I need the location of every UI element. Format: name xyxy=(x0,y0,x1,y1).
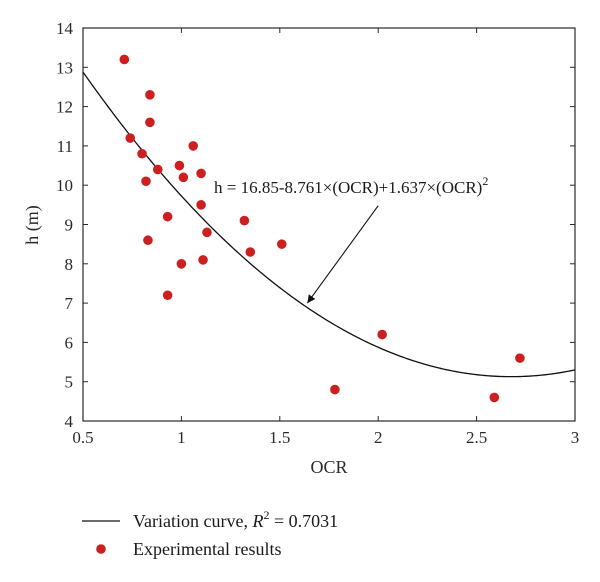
legend-marker-swatch xyxy=(96,544,106,554)
legend-experimental-results-label: Experimental results xyxy=(133,539,281,559)
scatter-point xyxy=(196,200,206,210)
x-tick-label: 1.5 xyxy=(269,428,290,447)
y-tick-label: 13 xyxy=(56,58,73,77)
variation-curve-line xyxy=(82,71,576,378)
scatter-point xyxy=(178,172,189,183)
scatter-point xyxy=(162,290,173,301)
scatter-point xyxy=(152,164,163,175)
scatter-point xyxy=(196,168,206,179)
scatter-point xyxy=(176,259,187,269)
equation-main: h = 16.85-8.761×(OCR)+1.637×(OCR) xyxy=(214,178,482,197)
scatter-point xyxy=(119,54,130,65)
legend: Variation curve, R2 = 0.7031 Experimenta… xyxy=(82,508,338,559)
scatter-point xyxy=(162,211,173,222)
y-axis-ticks: 4 5 6 7 8 9 10 11 12 13 14 xyxy=(56,19,575,431)
scatter-point xyxy=(145,117,155,128)
x-tick-label: 0.5 xyxy=(72,428,93,447)
plot-frame xyxy=(82,27,576,422)
x-tick-label: 2.5 xyxy=(466,428,487,447)
scatter-point xyxy=(245,247,256,257)
scatter-point xyxy=(515,353,525,363)
y-tick-label: 6 xyxy=(65,333,74,352)
x-tick-label: 3 xyxy=(571,428,580,447)
y-axis-label: h (m) xyxy=(22,205,43,245)
scatter-point xyxy=(174,160,185,171)
scatter-point xyxy=(188,141,199,151)
y-tick-label: 11 xyxy=(57,137,73,156)
scatter-point xyxy=(239,215,250,226)
scatter-point xyxy=(489,392,500,403)
x-axis-label: OCR xyxy=(310,457,347,477)
y-tick-label: 9 xyxy=(65,216,74,235)
scatter-point xyxy=(198,255,208,265)
annotation-arrow xyxy=(306,205,379,304)
legend-variation-curve-label: Variation curve, R2 = 0.7031 xyxy=(133,508,338,531)
y-tick-label: 7 xyxy=(65,294,74,313)
scatter-point xyxy=(125,133,136,143)
y-tick-label: 10 xyxy=(56,176,73,195)
scatter-point xyxy=(330,384,340,395)
scatter-point xyxy=(377,329,387,340)
x-axis-ticks: 0.5 1 1.5 2 2.5 3 xyxy=(72,28,579,447)
x-tick-label: 1 xyxy=(177,428,186,447)
scatter-point xyxy=(276,239,287,249)
equation-annotation: h = 16.85-8.761×(OCR)+1.637×(OCR)2 xyxy=(214,174,488,197)
scatter-point xyxy=(137,148,147,159)
experimental-points xyxy=(119,54,525,403)
scatter-point xyxy=(141,176,151,187)
y-tick-label: 14 xyxy=(56,19,74,38)
y-tick-label: 5 xyxy=(65,373,74,392)
y-tick-label: 4 xyxy=(65,412,74,431)
scatter-point xyxy=(202,227,212,238)
scatter-point xyxy=(145,90,155,100)
scatter-point xyxy=(143,235,153,246)
equation-superscript: 2 xyxy=(482,174,488,188)
x-tick-label: 2 xyxy=(374,428,383,447)
y-tick-label: 12 xyxy=(56,98,73,117)
y-tick-label: 8 xyxy=(65,255,74,274)
